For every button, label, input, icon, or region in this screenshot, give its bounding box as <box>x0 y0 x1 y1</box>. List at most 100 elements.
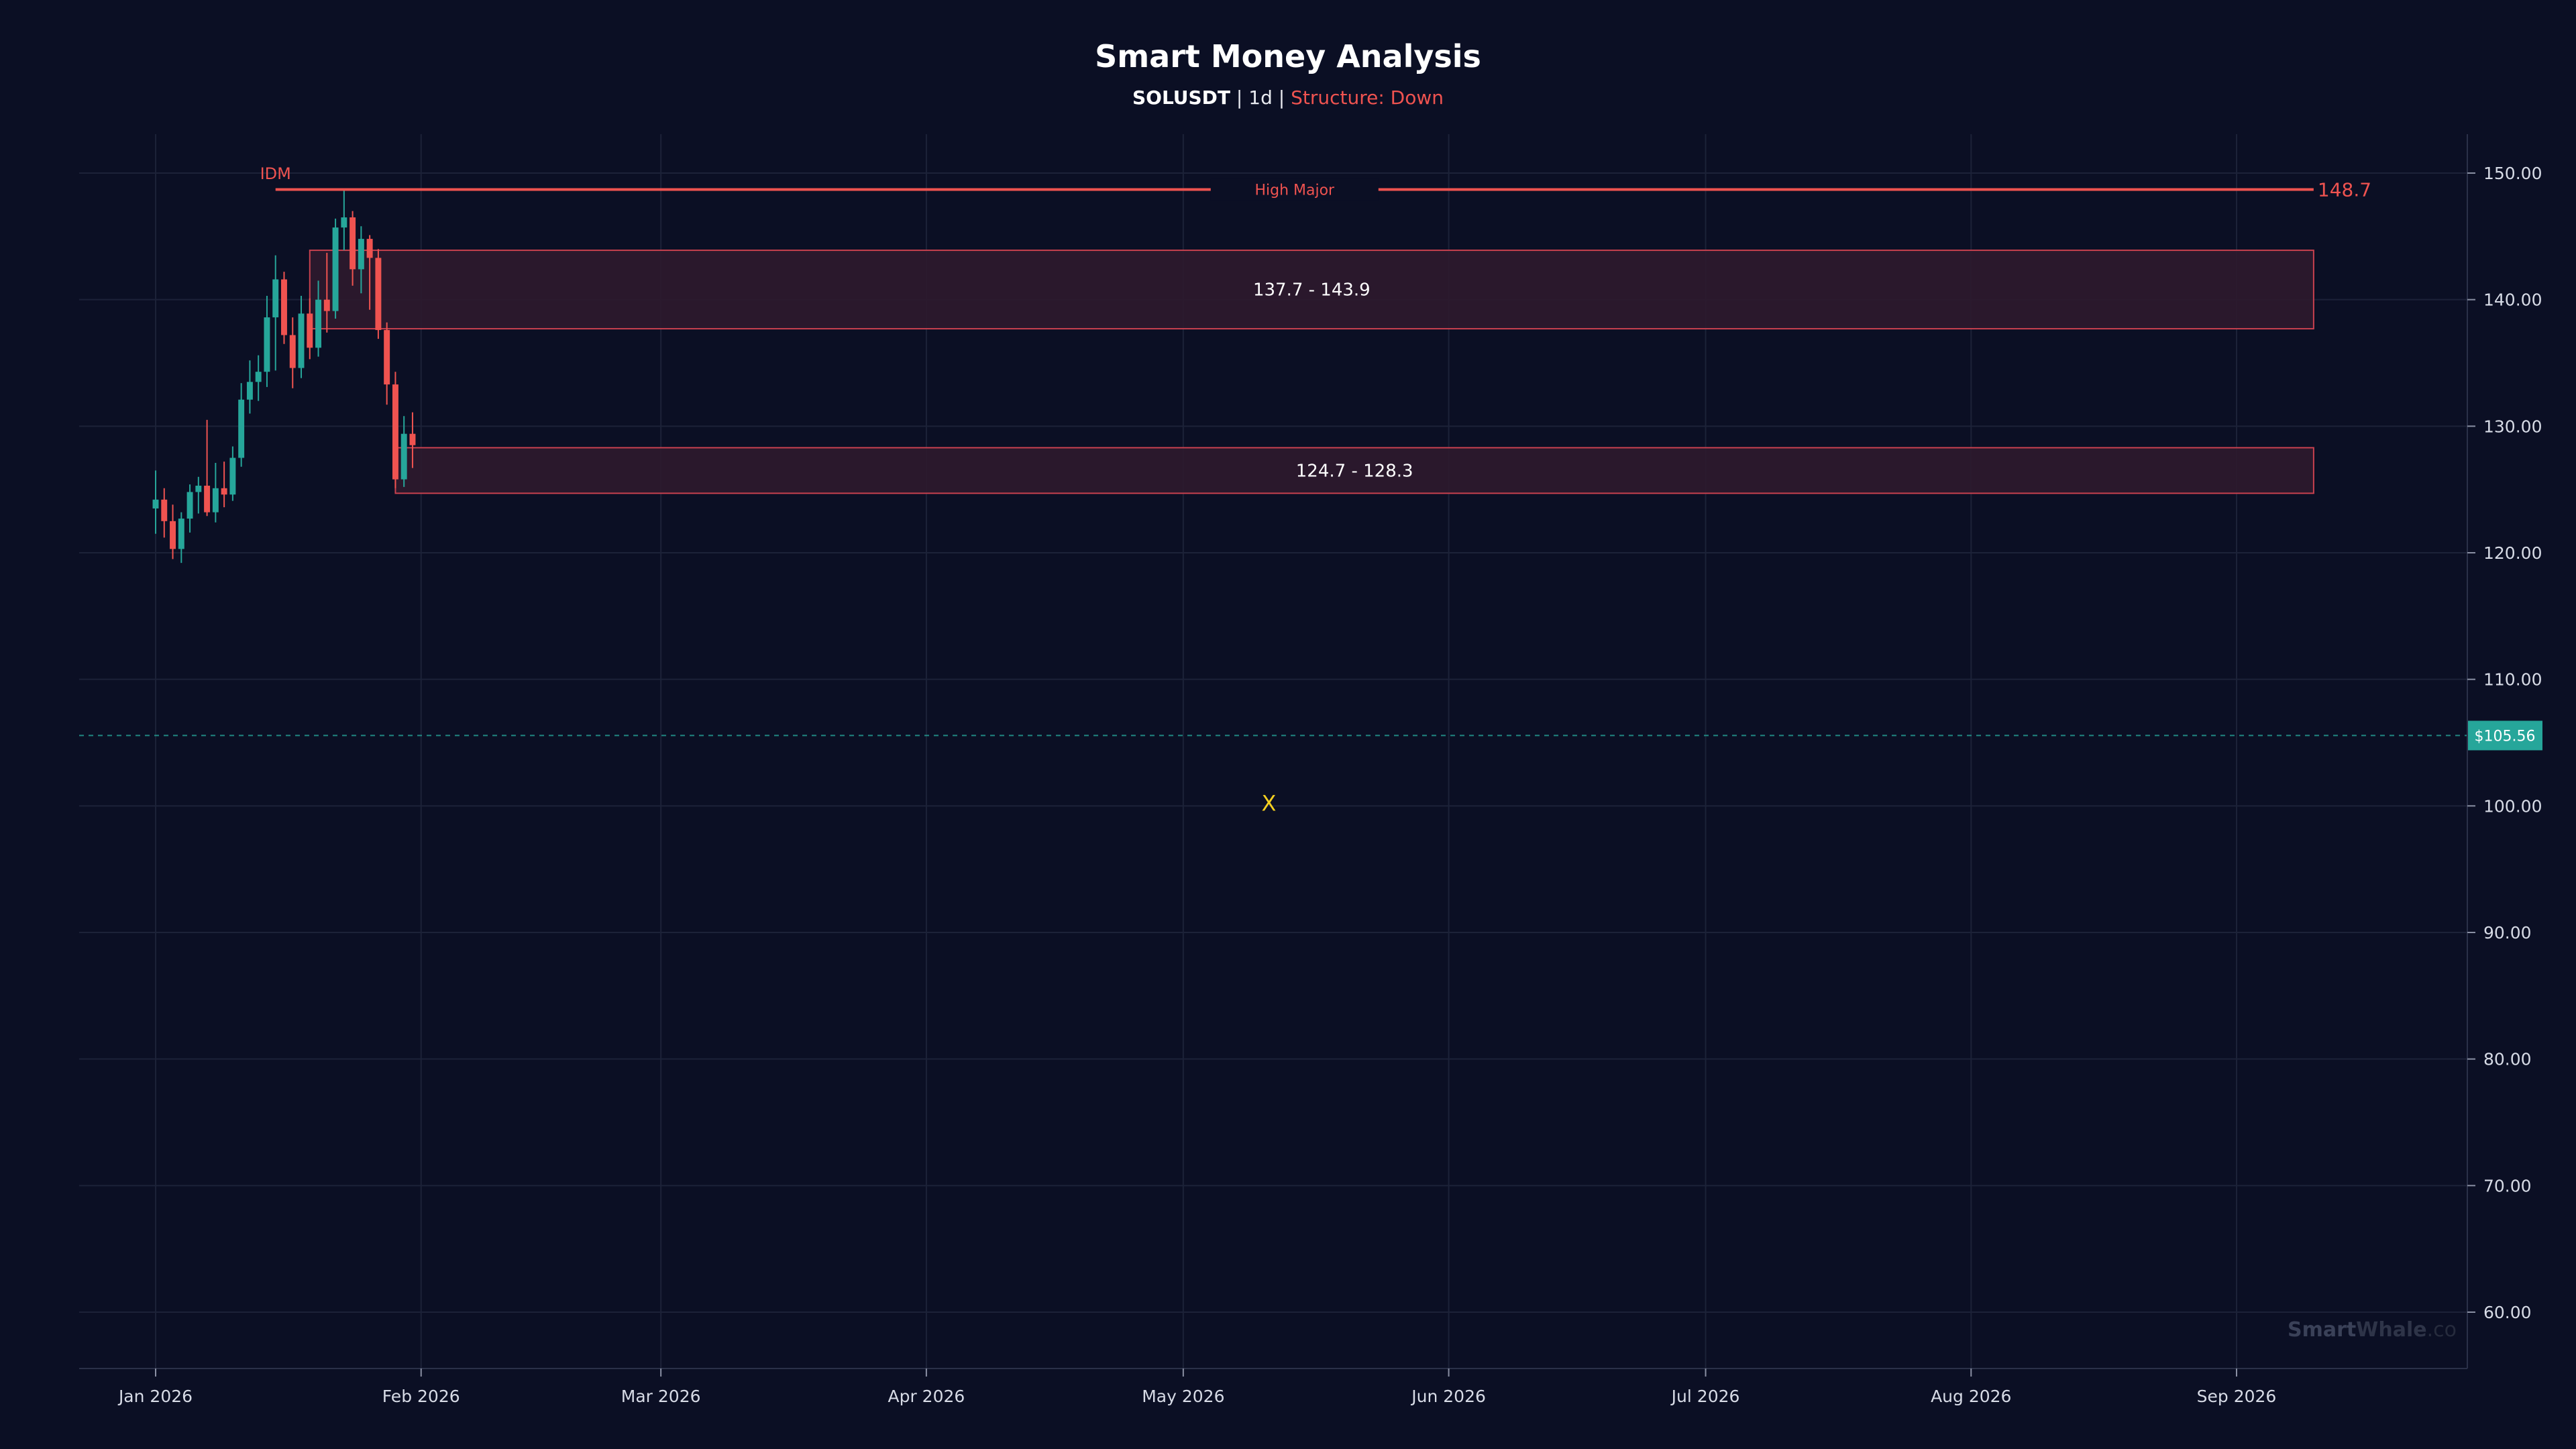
chart-subtitle: SOLUSDT | 1d | Structure: Down <box>1132 87 1444 109</box>
candle <box>255 355 262 401</box>
candle <box>350 211 356 286</box>
high-major-value: 148.7 <box>2318 179 2371 201</box>
candle-body <box>229 458 236 495</box>
candle <box>221 462 227 508</box>
candle <box>315 280 322 357</box>
candle <box>170 504 176 559</box>
candle-body <box>238 399 245 458</box>
subtitle-separator: | <box>1273 87 1291 109</box>
candle-body <box>341 217 347 228</box>
candle <box>384 322 390 405</box>
swing-marker: X <box>1262 791 1277 816</box>
candle-body <box>392 384 398 480</box>
candle-body <box>375 258 382 330</box>
last-price-label: $105.56 <box>2475 728 2536 745</box>
candle <box>400 416 407 487</box>
supply-zone-label: 124.7 - 128.3 <box>1296 461 1413 481</box>
candle <box>375 249 382 339</box>
last-price-tag <box>2467 720 2542 751</box>
y-tick-label: 100.00 <box>2483 796 2542 816</box>
candle-body <box>178 519 184 549</box>
supply-zone <box>394 447 2314 494</box>
candle <box>323 252 330 333</box>
candlesticks <box>152 189 416 564</box>
x-tick-label: Jun 2026 <box>1410 1387 1486 1406</box>
watermark: SmartWhale.co <box>2288 1318 2457 1342</box>
y-tick-label: 70.00 <box>2483 1176 2532 1195</box>
y-axis-ticks: 60.00 70.00 80.00 90.00 100.00 110.00 120.00 13… <box>2467 164 2542 1322</box>
candle-body <box>358 239 364 270</box>
y-tick-label: 140.00 <box>2483 290 2542 310</box>
candle <box>264 296 270 387</box>
y-tick-label: 80.00 <box>2483 1050 2532 1069</box>
y-tick-label: 150.00 <box>2483 164 2542 183</box>
y-tick-label: 60.00 <box>2483 1303 2532 1322</box>
candle-body <box>281 279 287 335</box>
candle <box>161 488 168 538</box>
candle-body <box>212 488 219 513</box>
grid-lines <box>79 134 2467 1368</box>
chart-annotations: High Major 148.7 IDM X $105.56 <box>79 164 2542 816</box>
candle <box>195 476 202 514</box>
candle <box>204 419 211 517</box>
candle-body <box>350 217 356 270</box>
chart-title: Smart Money Analysis <box>1095 38 1481 74</box>
candle <box>298 296 305 378</box>
candle-body <box>186 492 193 519</box>
candle-body <box>264 317 270 372</box>
watermark-part: Smart <box>2288 1318 2356 1342</box>
candle <box>289 317 296 388</box>
candle <box>238 383 245 467</box>
candle-body <box>307 313 313 348</box>
y-tick-label: 120.00 <box>2483 543 2542 563</box>
candle <box>212 463 219 523</box>
candle <box>178 512 184 564</box>
candle <box>392 372 398 488</box>
candle-body <box>255 372 262 382</box>
candle-body <box>246 382 253 400</box>
candle <box>332 218 339 319</box>
candle <box>229 446 236 501</box>
high-major-label: High Major <box>1254 182 1335 199</box>
subtitle-symbol: SOLUSDT <box>1132 87 1230 109</box>
y-tick-label: 130.00 <box>2483 417 2542 436</box>
candle <box>409 412 416 468</box>
y-tick-label: 90.00 <box>2483 923 2532 943</box>
candle <box>272 255 279 371</box>
x-tick-label: Aug 2026 <box>1931 1387 2011 1406</box>
candle <box>281 272 287 344</box>
candle-body <box>221 488 227 495</box>
supply-zones: 137.7 - 143.9 124.7 - 128.3 <box>309 250 2314 494</box>
candle-body <box>298 313 305 368</box>
candle <box>358 226 364 294</box>
candle-body <box>323 299 330 311</box>
candle <box>307 298 313 360</box>
candle-body <box>272 279 279 318</box>
x-tick-label: Apr 2026 <box>888 1387 965 1406</box>
subtitle-separator: | <box>1230 87 1248 109</box>
x-tick-label: Sep 2026 <box>2197 1387 2277 1406</box>
candle <box>246 360 253 414</box>
x-tick-label: Jan 2026 <box>117 1387 193 1406</box>
candle-body <box>315 299 322 348</box>
idm-label: IDM <box>260 164 291 183</box>
candle-body <box>170 521 176 549</box>
y-tick-label: 110.00 <box>2483 670 2542 690</box>
candle <box>186 484 193 533</box>
candle <box>152 470 159 534</box>
candle-body <box>332 227 339 311</box>
supply-zone <box>309 250 2314 330</box>
candle-body <box>400 433 407 480</box>
subtitle-timeframe: 1d <box>1248 87 1273 109</box>
subtitle-structure: Structure: Down <box>1291 87 1444 109</box>
candle-body <box>289 335 296 368</box>
candle-body <box>409 433 416 445</box>
candle-body <box>195 486 202 492</box>
high-major-label-bg <box>1210 178 1379 201</box>
watermark-part: .co <box>2427 1318 2457 1342</box>
candle-body <box>204 486 211 513</box>
candle <box>341 189 347 251</box>
x-axis-ticks: Jan 2026 Feb 2026 Mar 2026 Apr 2026 May 2026… <box>117 1368 2276 1406</box>
candle <box>366 235 373 310</box>
